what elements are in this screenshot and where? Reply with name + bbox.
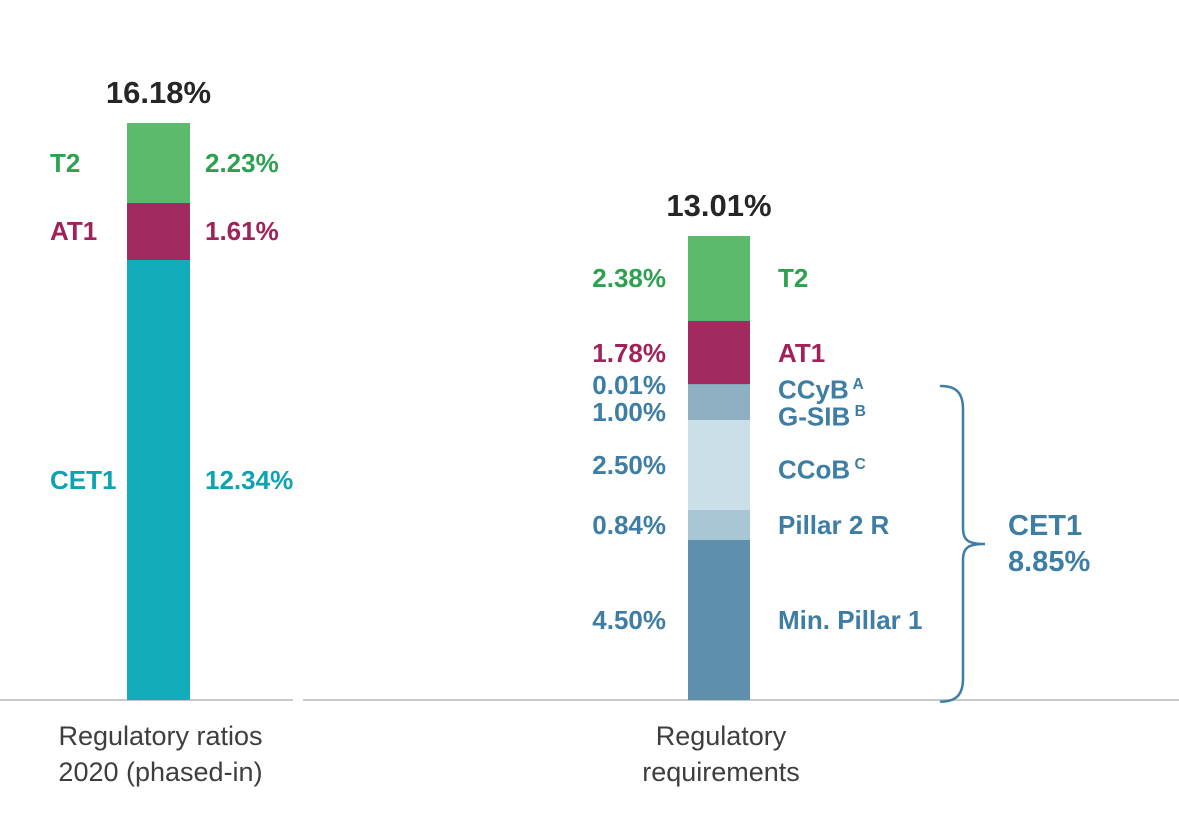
segment-superscript-a: A (848, 375, 864, 393)
bar-segment-t2 (688, 236, 750, 321)
bar-segment-min-pillar-1 (688, 539, 750, 700)
bracket-path (939, 385, 986, 704)
cet1-group-bracket (939, 385, 986, 704)
baseline-segment-2 (303, 699, 1179, 701)
bracket-label-line: 8.85% (1008, 546, 1091, 579)
bracket-label-line: CET1 (1008, 510, 1083, 543)
segment-name-ccyb: CCyB A (778, 374, 864, 405)
segment-value-at1: 1.78% (592, 337, 666, 368)
axis-label-regulatory-ratios-2020: Regulatory ratios 2020 (phased-in) (58, 718, 262, 790)
segment-value-pillar-2-r: 0.84% (592, 509, 666, 540)
axis-label-regulatory-requirements: Regulatory requirements (642, 718, 800, 790)
bar-segment-ccob (688, 420, 750, 510)
bar-segment-cet1 (127, 259, 190, 700)
axis-label-line: Regulatory (655, 721, 787, 751)
segment-superscript-b: B (850, 402, 866, 420)
segment-value-t2: 2.23% (205, 147, 279, 178)
bar-segment-g-sib (688, 384, 750, 421)
axis-label-line: Regulatory ratios (58, 721, 263, 751)
segment-name-at1: AT1 (50, 216, 98, 247)
segment-value-cet1: 12.34% (205, 464, 294, 495)
axis-label-line: requirements (642, 757, 800, 787)
total-label-regulatory-ratios-2020: 16.18% (105, 75, 212, 111)
segment-superscript-c: C (850, 456, 866, 473)
bracket-label: CET1 8.85% (1008, 508, 1090, 580)
segment-value-min-pillar-1: 4.50% (592, 604, 666, 635)
segment-value-g-sib: 1.00% (592, 396, 666, 427)
segment-value-ccyb: 0.01% (592, 369, 666, 400)
bar-segment-ccyb (688, 384, 750, 386)
axis-label-line: 2020 (phased-in) (58, 757, 263, 787)
bar-segment-t2 (127, 123, 190, 203)
bar-segment-at1 (127, 202, 190, 260)
segment-name-g-sib: G-SIB B (778, 401, 866, 432)
segment-name-cet1: CET1 (50, 464, 117, 495)
bar-segment-pillar-2-r (688, 509, 750, 540)
segment-name-pillar-2-r: Pillar 2 R (778, 509, 890, 540)
total-label-regulatory-requirements: 13.01% (666, 188, 772, 224)
segment-name-ccob: CCoB C (778, 454, 866, 485)
segment-value-ccob: 2.50% (592, 450, 666, 480)
segment-value-at1: 1.61% (205, 216, 279, 247)
bar-segment-at1 (688, 320, 750, 385)
segment-name-t2: T2 (50, 147, 81, 178)
segment-value-t2: 2.38% (592, 263, 666, 294)
segment-name-t2: T2 (778, 263, 809, 294)
segment-name-min-pillar-1: Min. Pillar 1 (778, 604, 923, 635)
baseline-segment-1 (0, 699, 293, 701)
segment-name-at1: AT1 (778, 337, 826, 368)
